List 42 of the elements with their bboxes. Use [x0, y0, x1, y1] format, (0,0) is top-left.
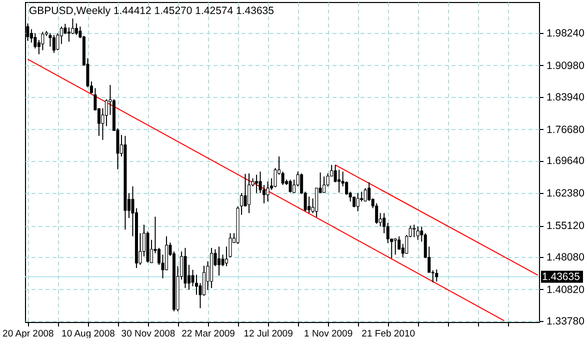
candlestick	[195, 274, 198, 296]
candlestick	[375, 202, 378, 224]
candlestick	[322, 176, 326, 194]
y-tick-label: 1.98240	[546, 28, 585, 40]
candlestick	[41, 31, 44, 51]
y-tick-label: 1.40820	[546, 284, 585, 296]
candlestick	[74, 22, 78, 36]
x-tick-label: 1 Nov 2009	[304, 328, 353, 340]
candlestick	[416, 226, 420, 240]
y-tick-label: 1.76680	[546, 124, 585, 136]
candlestick	[435, 268, 438, 282]
candlestick	[228, 232, 232, 258]
x-tick-label: 30 Nov 2008	[121, 328, 176, 340]
candlestick	[394, 238, 397, 256]
y-tick-label: 1.55120	[546, 220, 585, 232]
candlestick	[248, 172, 251, 214]
y-tick-label: 1.90980	[546, 60, 585, 72]
y-tick-label: 1.83940	[546, 91, 585, 104]
candlestick	[48, 32, 52, 48]
candlestick	[356, 192, 360, 212]
candlestick	[412, 224, 416, 238]
candlestick	[281, 171, 284, 186]
candlestick	[34, 32, 37, 49]
chart-title: GBPUSD,Weekly 1.44412 1.45270 1.42574 1.43635	[29, 5, 274, 17]
candlestick	[67, 26, 70, 42]
candlestick	[308, 196, 311, 214]
candlestick	[52, 34, 56, 54]
candlestick	[288, 179, 292, 194]
candlestick	[315, 188, 318, 218]
y-tick-label: 1.62380	[546, 188, 585, 200]
x-tick-label: 21 Feb 2010	[362, 328, 416, 340]
candlestick	[218, 246, 221, 276]
candlestick	[225, 246, 228, 267]
y-tick-label: 1.48080	[546, 251, 585, 264]
ref-line-label: 1.43635	[542, 270, 580, 283]
x-tick-label: 22 Mar 2009	[182, 328, 235, 340]
candlestick	[398, 236, 401, 250]
candlestick	[255, 174, 258, 194]
y-tick-label: 1.33780	[546, 315, 585, 328]
y-tick-label: 1.69640	[546, 155, 585, 168]
candlestick	[266, 180, 270, 202]
x-tick-label: 12 Jul 2009	[244, 328, 293, 340]
